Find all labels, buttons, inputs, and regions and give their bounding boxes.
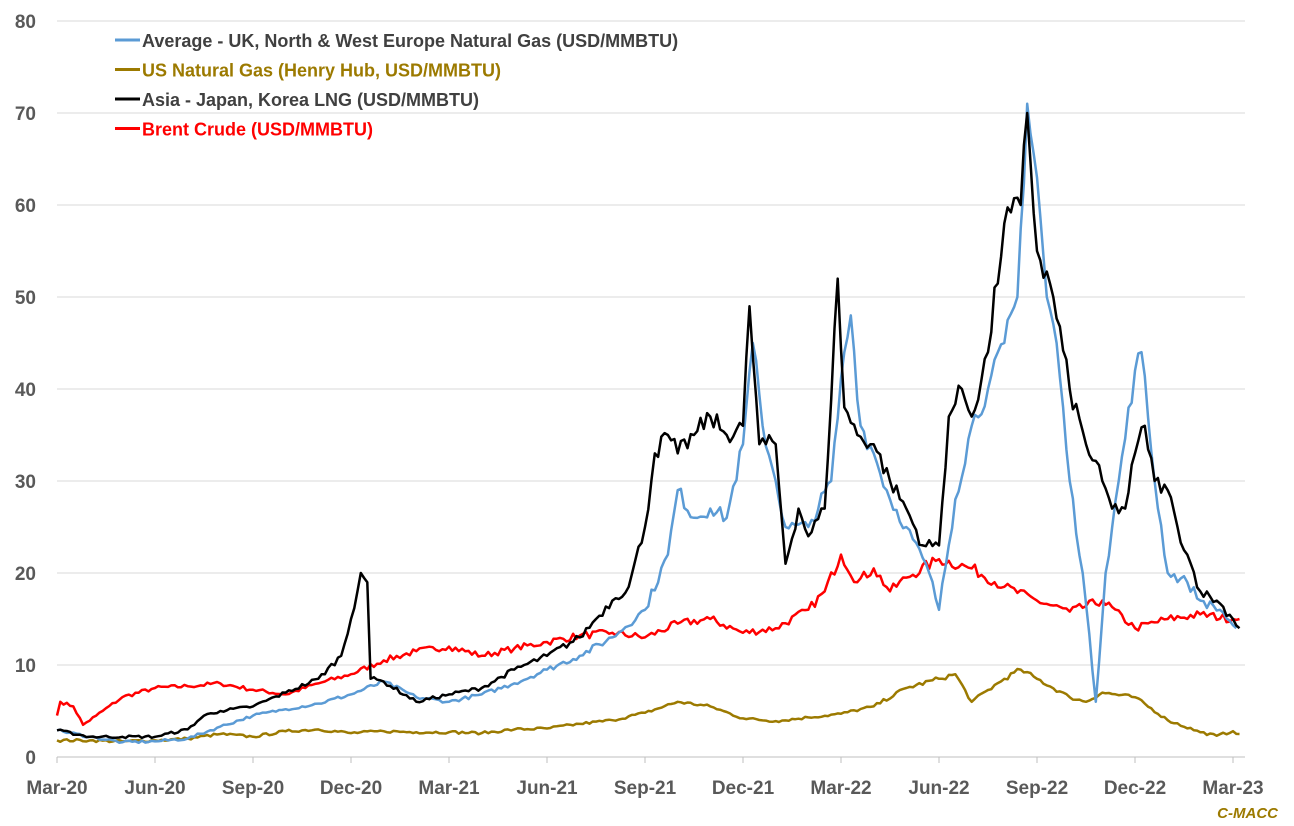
x-tick-label: Sep-22 (1006, 778, 1068, 799)
source-label: C-MACC (1217, 805, 1279, 821)
legend-label: Asia - Japan, Korea LNG (USD/MMBTU) (142, 90, 479, 110)
y-tick-label: 50 (15, 288, 36, 309)
y-axis-ticks: 0 10 20 30 40 50 60 70 80 (15, 12, 36, 769)
x-tick-label: Mar-22 (810, 778, 871, 799)
x-axis: Mar-20 Jun-20 Sep-20 Dec-20 Mar-21 Jun-21 Sep-… (26, 756, 1264, 799)
series-lines (55, 102, 1241, 745)
x-tick-label: Jun-20 (124, 778, 185, 799)
x-tick-label: Dec-21 (712, 778, 775, 799)
y-tick-label: 10 (15, 656, 36, 677)
x-tick-label: Dec-22 (1104, 778, 1166, 799)
legend-label: US Natural Gas (Henry Hub, USD/MMBTU) (142, 61, 501, 81)
x-tick-label: Mar-23 (1202, 778, 1263, 799)
y-tick-label: 40 (15, 380, 36, 401)
x-tick-label: Dec-20 (320, 778, 382, 799)
y-tick-label: 60 (15, 196, 36, 217)
y-tick-label: 20 (15, 564, 36, 585)
x-tick-label: Jun-21 (516, 778, 578, 799)
x-tick-label: Jun-22 (908, 778, 969, 799)
series-line-2 (56, 111, 1241, 740)
y-tick-label: 0 (25, 748, 36, 769)
y-tick-label: 70 (15, 104, 36, 125)
x-tick-label: Sep-20 (222, 778, 284, 799)
x-tick-label: Sep-21 (614, 778, 677, 799)
legend-label: Average - UK, North & West Europe Natura… (142, 31, 678, 51)
y-tick-label: 80 (15, 12, 36, 33)
series-line-1 (56, 667, 1240, 744)
legend-label: Brent Crude (USD/MMBTU) (142, 120, 373, 140)
x-tick-label: Mar-20 (26, 778, 87, 799)
legend: Average - UK, North & West Europe Natura… (115, 31, 678, 140)
x-tick-label: Mar-21 (418, 778, 480, 799)
gridlines (57, 20, 1245, 666)
y-tick-label: 30 (15, 472, 36, 493)
series-line-3 (55, 553, 1240, 727)
series-line-0 (56, 102, 1238, 745)
